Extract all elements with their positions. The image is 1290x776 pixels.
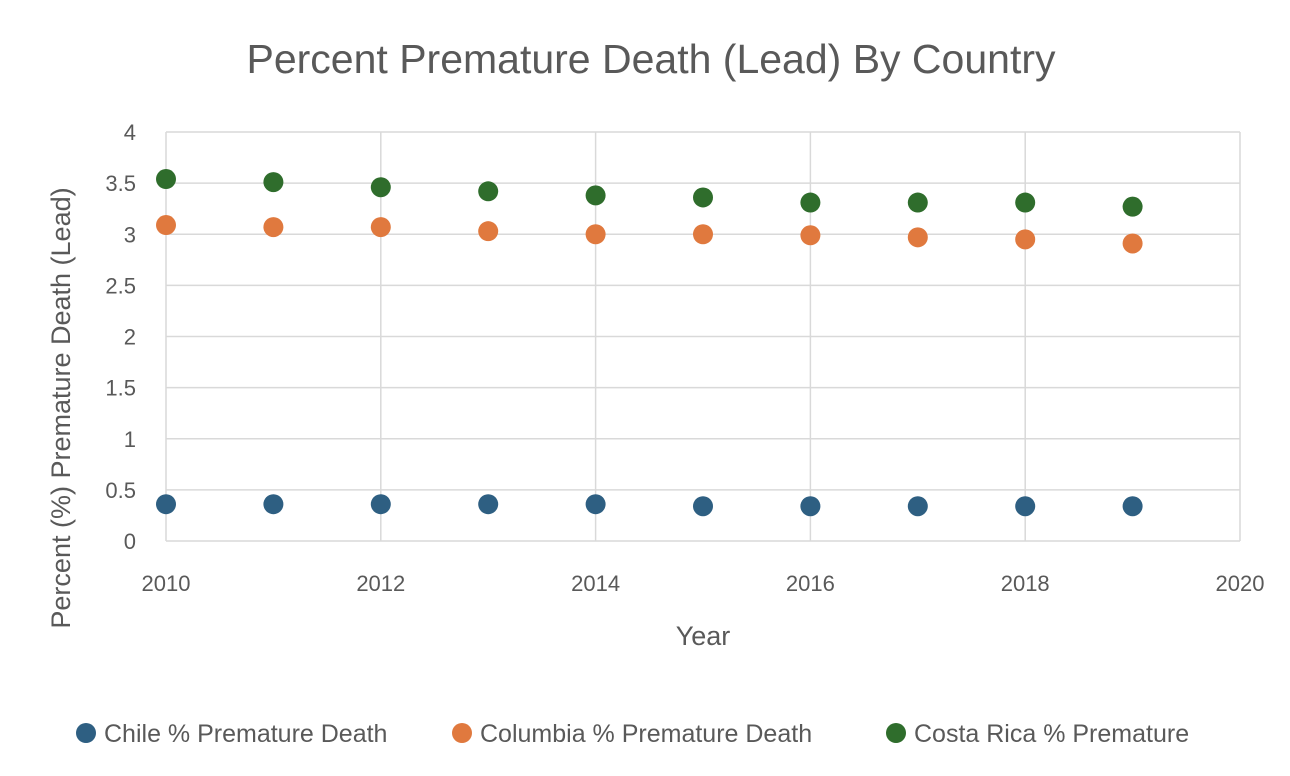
data-point — [907, 496, 928, 517]
y-tick-label: 2 — [124, 325, 136, 350]
series-points — [156, 215, 1143, 254]
data-point — [1122, 496, 1143, 517]
y-axis-title: Percent (%) Premature Death (Lead) — [46, 187, 76, 628]
legend-label: Costa Rica % Premature — [914, 720, 1189, 748]
y-tick-label: 1 — [124, 427, 136, 452]
x-tick-label: 2018 — [1001, 571, 1050, 596]
data-point — [693, 496, 713, 517]
data-point — [478, 181, 499, 202]
data-point — [263, 217, 284, 238]
data-point — [1122, 233, 1143, 254]
y-tick-label: 0 — [124, 529, 136, 554]
y-tick-label: 3.5 — [105, 171, 136, 196]
series-points — [156, 494, 1143, 517]
x-tick-label: 2016 — [786, 571, 835, 596]
x-tick-label: 2012 — [356, 571, 405, 596]
data-point — [478, 221, 499, 242]
data-point — [1015, 229, 1036, 250]
data-point — [800, 192, 821, 213]
legend-marker — [886, 723, 906, 743]
legend-item: Columbia % Premature Death — [452, 720, 812, 748]
data-point — [1015, 496, 1036, 517]
data-point — [585, 494, 606, 515]
data-point — [370, 217, 391, 238]
data-point — [370, 494, 391, 515]
data-point — [156, 169, 176, 190]
x-tick-labels: 2010 2012 2014 2016 2018 2020 — [142, 571, 1265, 596]
data-point — [907, 192, 928, 213]
legend-marker — [76, 723, 96, 743]
data-point — [585, 185, 606, 206]
legend-item: Chile % Premature Death — [76, 720, 387, 748]
data-point — [585, 224, 606, 245]
legend-label: Columbia % Premature Death — [480, 720, 812, 748]
data-point — [370, 177, 391, 198]
data-point — [800, 496, 821, 517]
data-points — [156, 169, 1143, 517]
data-point — [263, 494, 284, 515]
data-point — [800, 225, 821, 246]
y-tick-labels: 0 0.5 1 1.5 2 2.5 3 3.5 4 — [105, 120, 136, 554]
data-point — [1122, 196, 1143, 217]
x-tick-label: 2014 — [571, 571, 620, 596]
x-tick-label: 2010 — [142, 571, 191, 596]
data-point — [1015, 192, 1036, 213]
series-points — [156, 169, 1143, 217]
data-point — [907, 227, 928, 248]
x-axis-title: Year — [676, 621, 731, 651]
data-point — [156, 215, 176, 236]
data-point — [693, 187, 713, 208]
legend-label: Chile % Premature Death — [104, 720, 387, 748]
data-point — [478, 494, 499, 515]
y-tick-label: 3 — [124, 222, 136, 247]
y-tick-label: 2.5 — [105, 273, 136, 298]
data-point — [693, 224, 713, 245]
y-tick-label: 4 — [124, 120, 136, 145]
chart-title: Percent Premature Death (Lead) By Countr… — [247, 36, 1056, 82]
legend-item: Costa Rica % Premature — [886, 720, 1189, 748]
data-point — [156, 494, 176, 515]
y-tick-label: 1.5 — [105, 376, 136, 401]
x-tick-label: 2020 — [1216, 571, 1265, 596]
legend: Chile % Premature Death Columbia % Premat… — [76, 720, 1189, 748]
y-tick-label: 0.5 — [105, 478, 136, 503]
data-point — [263, 172, 284, 193]
legend-marker — [452, 723, 472, 743]
